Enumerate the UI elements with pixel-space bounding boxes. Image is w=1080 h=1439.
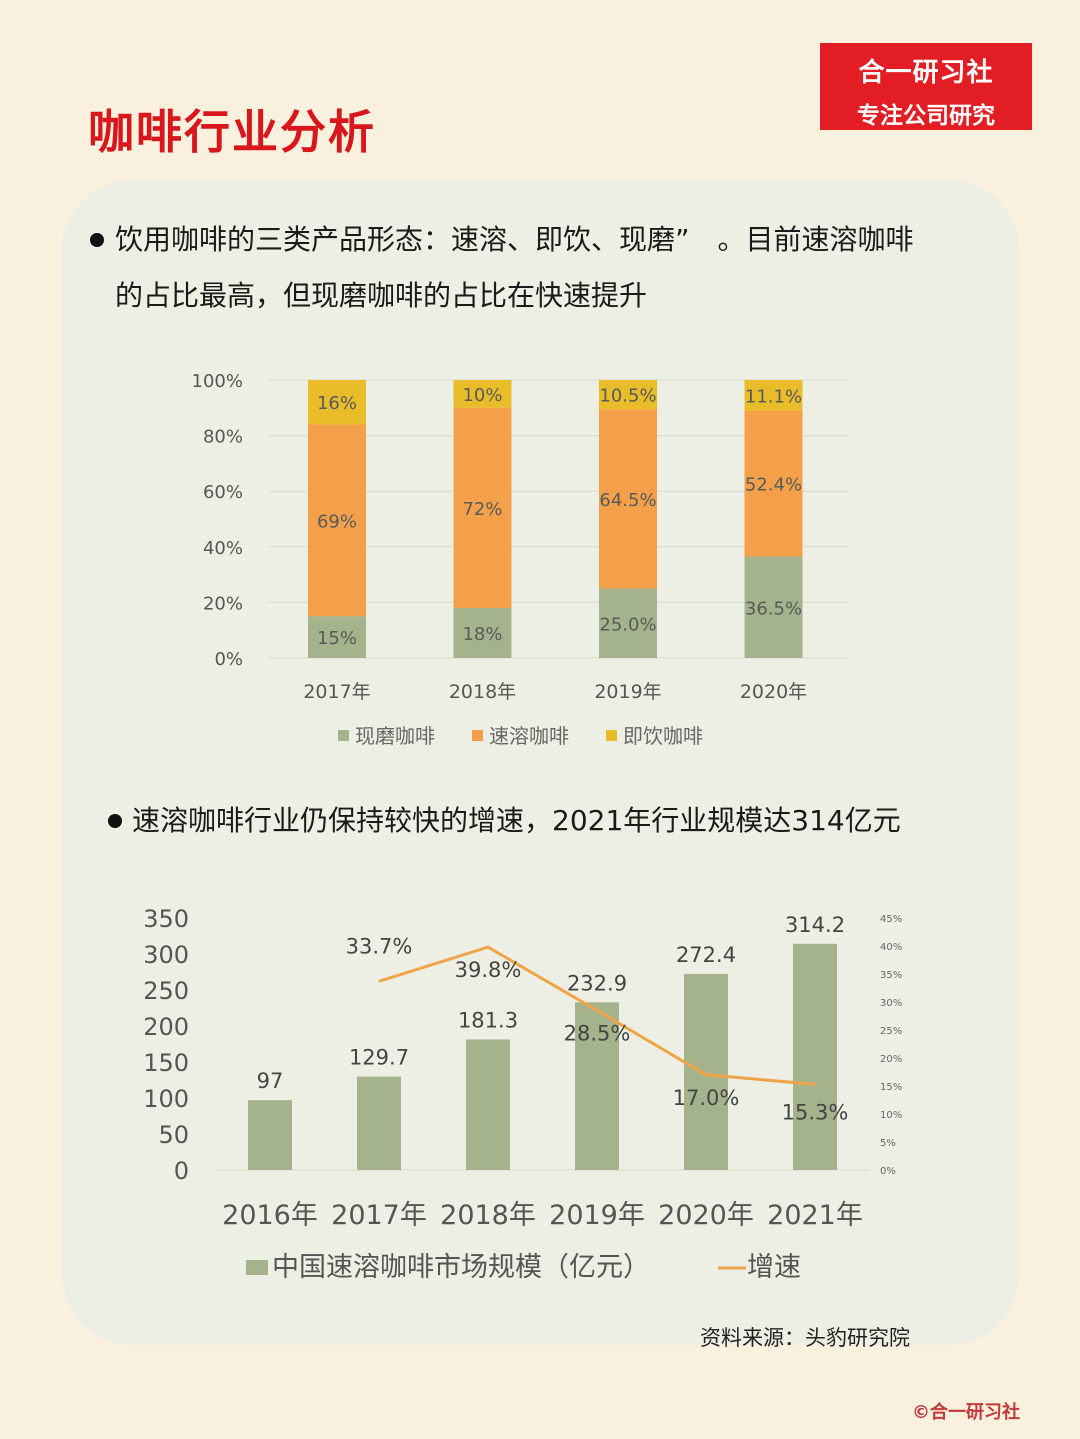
stacked-share-chart: 0% 20% 40% 60% 80% 100% 15% 69% 16% 2017年 18% 72% 10… [192, 371, 848, 748]
c2-y2tick-label: 0% [880, 1166, 896, 1177]
c1-data-label: 72% [462, 499, 502, 520]
c1-data-label: 15% [317, 628, 357, 649]
brand-tagline: 专注公司研究 [857, 103, 995, 129]
c1-ytick-label: 80% [203, 427, 243, 448]
c1-legend-label: 现磨咖啡 [355, 724, 435, 748]
c1-bar-segment [744, 380, 803, 411]
c2-ytick-label: 50 [158, 1121, 189, 1149]
c1-data-label: 36.5% [745, 598, 802, 619]
c2-bar [575, 1002, 619, 1170]
c2-y2tick-label: 15% [880, 1082, 902, 1093]
c1-data-label: 69% [317, 511, 357, 532]
bullet-1 [90, 233, 104, 247]
c2-y2tick-label: 5% [880, 1138, 896, 1149]
c1-legend-swatch [606, 730, 617, 741]
c2-bar [793, 943, 837, 1170]
c2-xtick-label: 2021年 [767, 1200, 863, 1231]
c2-bar-label: 129.7 [349, 1046, 409, 1070]
c1-ytick-label: 100% [192, 371, 243, 392]
c1-ytick-label: 0% [214, 649, 243, 670]
c1-legend-swatch [472, 730, 483, 741]
c1-xtick-label: 2020年 [740, 681, 807, 703]
c1-data-label: 18% [462, 624, 502, 645]
c1-data-label: 16% [317, 393, 357, 414]
content-panel [62, 180, 1019, 1345]
c2-line-label: 15.3% [782, 1100, 849, 1124]
brand-name: 合一研习社 [858, 58, 994, 88]
c1-xtick-label: 2019年 [594, 681, 661, 703]
source-note: 资料来源：头豹研究院 [700, 1326, 910, 1350]
c1-bar-segment [308, 616, 366, 658]
c1-bar-segment [599, 380, 657, 410]
c2-bar [248, 1100, 292, 1170]
c2-xtick-label: 2017年 [331, 1200, 427, 1231]
c1-ytick-label: 40% [203, 538, 243, 559]
section1-text-line2: 的占比最高，但现磨咖啡的占比在快速提升 [115, 279, 648, 312]
c1-xtick-label: 2018年 [449, 681, 516, 703]
c1-bar-segment [308, 424, 366, 617]
c1-data-label: 11.1% [745, 386, 802, 407]
c1-bar-segment [453, 607, 512, 658]
c1-ytick-label: 60% [203, 482, 243, 503]
c2-bar-label: 181.3 [458, 1008, 518, 1032]
c2-line-label: 28.5% [564, 1021, 631, 1045]
c1-xtick-label: 2017年 [303, 681, 370, 703]
c2-ytick-label: 250 [143, 977, 189, 1005]
c2-y2tick-label: 10% [880, 1110, 902, 1121]
c2-xtick-label: 2018年 [440, 1200, 536, 1231]
c1-bar-segment [599, 409, 657, 589]
c2-xtick-label: 2020年 [658, 1200, 754, 1231]
c1-legend-label: 速溶咖啡 [489, 724, 569, 748]
c2-line-label: 39.8% [455, 958, 522, 982]
c2-ytick-label: 150 [143, 1049, 189, 1077]
c1-data-label: 52.4% [745, 475, 802, 496]
c2-xtick-label: 2019年 [549, 1200, 645, 1231]
c2-bar-label: 314.2 [785, 913, 845, 937]
c2-ytick-label: 0 [174, 1157, 189, 1185]
c2-y2tick-label: 30% [880, 998, 902, 1009]
section2-text: 速溶咖啡行业仍保持较快的增速，2021年行业规模达314亿元 [132, 804, 901, 837]
c2-bar [466, 1039, 510, 1170]
c1-legend-swatch [338, 730, 349, 741]
c1-data-label: 10.5% [599, 386, 656, 407]
c2-ytick-label: 200 [143, 1013, 189, 1041]
c2-bar-label: 272.4 [676, 943, 736, 967]
c2-line-label: 17.0% [673, 1086, 740, 1110]
c1-legend-label: 即饮咖啡 [623, 724, 703, 748]
c2-y2tick-label: 20% [880, 1054, 902, 1065]
c2-xtick-label: 2016年 [222, 1200, 318, 1231]
c2-line-label: 33.7% [346, 934, 413, 958]
c2-legend-label-bar: 中国速溶咖啡市场规模（亿元） [272, 1252, 650, 1283]
c2-y2tick-label: 35% [880, 970, 902, 981]
c1-bar-segment [599, 588, 657, 658]
brand-badge: 合一研习社 专注公司研究 [820, 43, 1032, 130]
c2-ytick-label: 350 [143, 905, 189, 933]
c2-ytick-label: 300 [143, 941, 189, 969]
c2-growth-line [378, 945, 816, 1086]
c1-bar-segment [744, 410, 803, 557]
c2-legend-label-line: 增速 [747, 1252, 801, 1283]
c1-bar-segment [453, 380, 512, 408]
bullet-2 [108, 814, 122, 828]
c1-bar-segment [308, 380, 366, 425]
c1-bar-segment [744, 556, 803, 658]
copyright: ©合一研习社 [912, 1402, 1020, 1423]
c2-bar-label: 232.9 [567, 971, 627, 995]
c2-y2tick-label: 25% [880, 1026, 902, 1037]
c1-bar-segment [453, 407, 512, 608]
c1-data-label: 64.5% [599, 490, 656, 511]
page-title: 咖啡行业分析 [88, 105, 376, 159]
c1-data-label: 25.0% [599, 614, 656, 635]
c2-bar [357, 1076, 401, 1170]
c1-ytick-label: 20% [203, 593, 243, 614]
section1-text-line1: 饮用咖啡的三类产品形态：速溶、即饮、现磨” 。目前速溶咖啡 [115, 223, 914, 256]
c2-ytick-label: 100 [143, 1085, 189, 1113]
c2-y2tick-label: 40% [880, 942, 902, 953]
c2-bar-label: 97 [257, 1069, 284, 1093]
c1-data-label: 10% [462, 385, 502, 406]
c2-legend-swatch-bar [246, 1260, 268, 1275]
c2-bar [684, 973, 728, 1170]
c2-y2tick-label: 45% [880, 914, 902, 925]
